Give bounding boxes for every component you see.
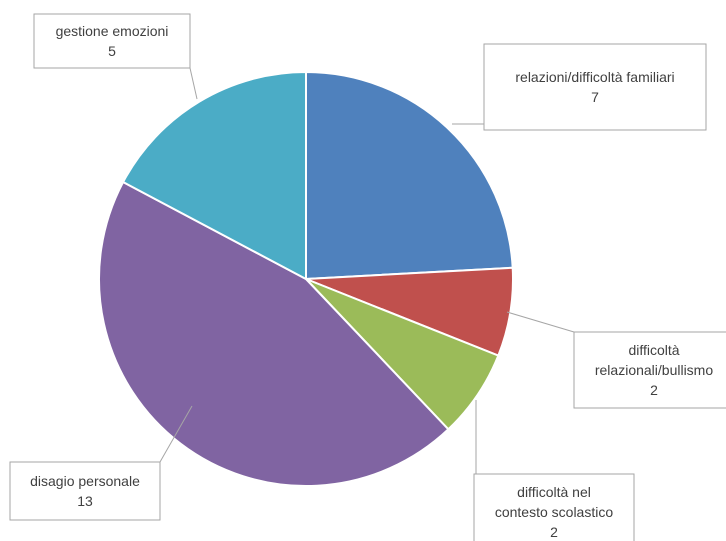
data-label: relazioni/difficoltà familiari 7 <box>452 43 707 131</box>
leader-line <box>189 67 198 100</box>
data-label-box <box>573 331 726 409</box>
data-label: disagio personale 13 <box>9 405 193 521</box>
leader-line <box>506 311 575 333</box>
data-label-value: 2 <box>550 524 558 540</box>
data-label-value: 5 <box>108 43 116 59</box>
data-labels: relazioni/difficoltà familiari 7 difficolt… <box>9 13 726 541</box>
pie-slice <box>305 70 514 281</box>
data-label-value: 2 <box>650 382 658 398</box>
data-label-text: disagio personale <box>30 473 140 489</box>
data-label-value: 7 <box>591 89 599 105</box>
data-label: difficoltà nel contesto scolastico 2 <box>473 400 635 541</box>
data-label-value: 13 <box>77 493 93 509</box>
data-label: gestione emozioni 5 <box>33 13 198 100</box>
data-label-box <box>473 473 635 541</box>
pie-slices <box>98 70 514 487</box>
data-label-text: difficoltà nel <box>517 484 591 500</box>
leader-line <box>159 405 193 463</box>
pie-slice <box>98 180 450 487</box>
data-label-text: difficoltà <box>628 342 679 358</box>
data-label-text: relazioni/difficoltà familiari <box>515 69 674 85</box>
data-label-box <box>9 461 161 521</box>
data-label-text: relazionali/bullismo <box>595 362 713 378</box>
data-label-box <box>33 13 191 69</box>
data-label: difficoltà relazionali/bullismo 2 <box>506 311 726 409</box>
data-label-box <box>483 43 707 131</box>
data-label-text: gestione emozioni <box>56 23 169 39</box>
data-label-text: contesto scolastico <box>495 504 613 520</box>
pie-slice <box>121 70 307 281</box>
